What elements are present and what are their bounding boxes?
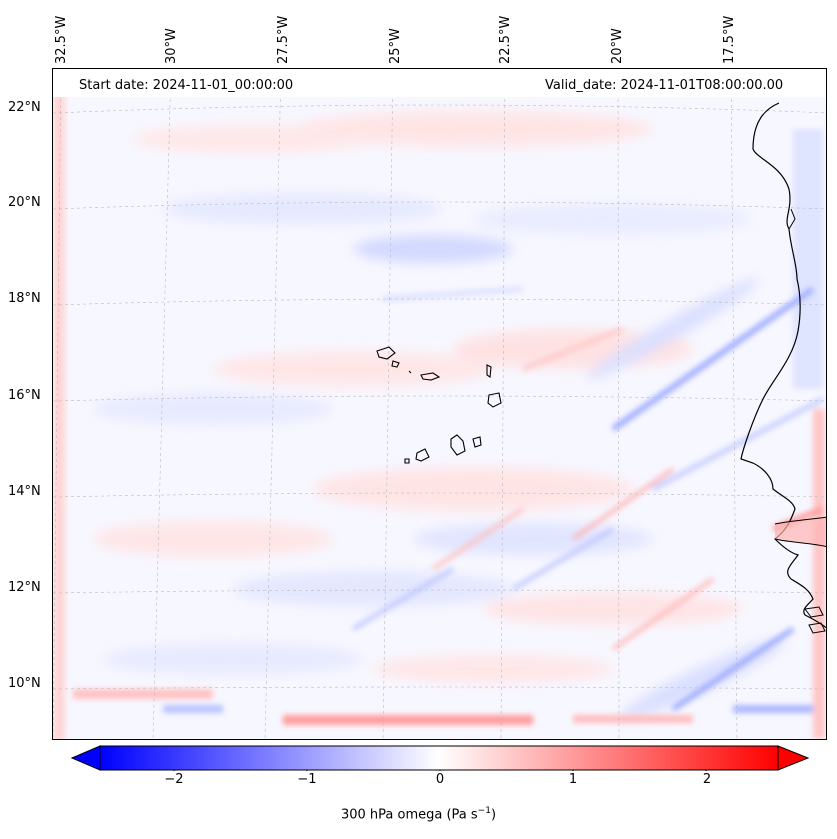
start-date-label: Start date: 2024-11-01_00:00:00 xyxy=(79,78,294,93)
omega-field xyxy=(53,69,826,739)
coastline xyxy=(740,102,826,629)
colorbar xyxy=(70,745,810,771)
lon-label-27-5w: 27.5°W xyxy=(276,15,291,64)
valid-date-label: Valid_date: 2024-11-01T08:00:00.00 xyxy=(545,78,784,93)
colorbar-tick-0: 0 xyxy=(435,772,445,787)
lon-label-25w: 25°W xyxy=(388,28,403,64)
lon-label-20w: 20°W xyxy=(610,28,625,64)
lon-label-30w: 30°W xyxy=(164,28,179,64)
colorbar-tick-neg1: −1 xyxy=(297,772,317,787)
colorbar-label: 300 hPa omega (Pa s−1) xyxy=(0,806,837,822)
header-band xyxy=(53,69,826,97)
colorbar-label-prefix: 300 hPa omega (Pa s xyxy=(340,807,478,823)
lat-label-20n: 20°N xyxy=(8,195,41,210)
lat-label-12n: 12°N xyxy=(8,580,41,595)
colorbar-label-exp: −1 xyxy=(477,806,491,816)
lat-label-14n: 14°N xyxy=(8,484,41,499)
map-plot-area xyxy=(52,68,827,740)
lat-label-16n: 16°N xyxy=(8,388,41,403)
lat-label-18n: 18°N xyxy=(8,291,41,306)
lon-label-32-5w: 32.5°W xyxy=(54,15,69,64)
lon-label-22-5w: 22.5°W xyxy=(498,15,513,64)
lat-label-10n: 10°N xyxy=(8,676,41,691)
lat-label-22n: 22°N xyxy=(8,100,41,115)
colorbar-label-suffix: ) xyxy=(490,807,497,823)
colorbar-tick-2: 2 xyxy=(702,772,712,787)
colorbar-tick-neg2: −2 xyxy=(164,772,184,787)
colorbar-tick-1: 1 xyxy=(568,772,578,787)
lon-label-17-5w: 17.5°W xyxy=(722,15,737,64)
